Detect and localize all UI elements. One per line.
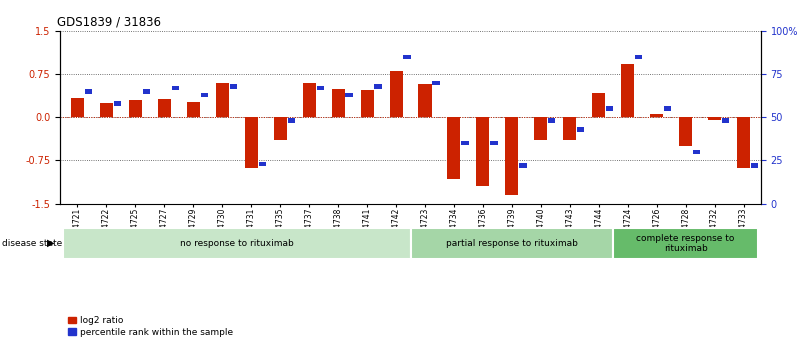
Legend: log2 ratio, percentile rank within the sample: log2 ratio, percentile rank within the s… [65,313,236,341]
Text: complete response to
rituximab: complete response to rituximab [637,234,735,253]
Bar [274,117,287,140]
Bar [360,90,373,117]
Bar [201,92,208,97]
Bar [303,83,316,117]
Bar [693,149,700,154]
Bar [534,117,547,140]
Bar [288,118,295,123]
Text: ▶: ▶ [47,238,54,248]
Text: partial response to rituximab: partial response to rituximab [446,239,578,248]
Bar [418,84,432,117]
FancyBboxPatch shape [410,228,614,259]
Bar [622,64,634,117]
Bar [129,100,142,117]
Bar [722,118,729,123]
Bar [100,103,113,117]
Bar [448,117,461,179]
Bar [171,86,179,90]
Bar [519,163,526,168]
Bar [316,86,324,90]
Bar [332,89,344,117]
Bar [71,98,84,117]
Bar [345,92,352,97]
Bar [563,117,576,140]
Bar [650,115,663,117]
Bar [187,102,199,117]
Bar [461,141,469,146]
Bar [635,55,642,59]
FancyBboxPatch shape [63,228,410,259]
Bar [433,80,440,85]
Bar [679,117,692,146]
Text: no response to rituximab: no response to rituximab [180,239,294,248]
Bar [477,117,489,186]
Bar [490,141,497,146]
Bar [374,84,382,89]
FancyBboxPatch shape [614,228,758,259]
Bar [85,89,92,94]
Bar [245,117,258,168]
Bar [606,106,614,111]
Bar [737,117,750,168]
Bar [389,71,403,117]
Bar [578,127,585,132]
Bar [505,117,518,195]
Bar [215,83,229,117]
Bar [143,89,150,94]
Bar [664,106,671,111]
Bar [708,117,721,120]
Bar [548,118,555,123]
Text: disease state: disease state [2,239,62,248]
Bar [230,84,237,89]
Bar [158,99,171,117]
Bar [114,101,121,106]
Bar [259,161,266,166]
Bar [751,163,759,168]
Text: GDS1839 / 31836: GDS1839 / 31836 [57,16,160,29]
Bar [404,55,411,59]
Bar [592,93,606,117]
